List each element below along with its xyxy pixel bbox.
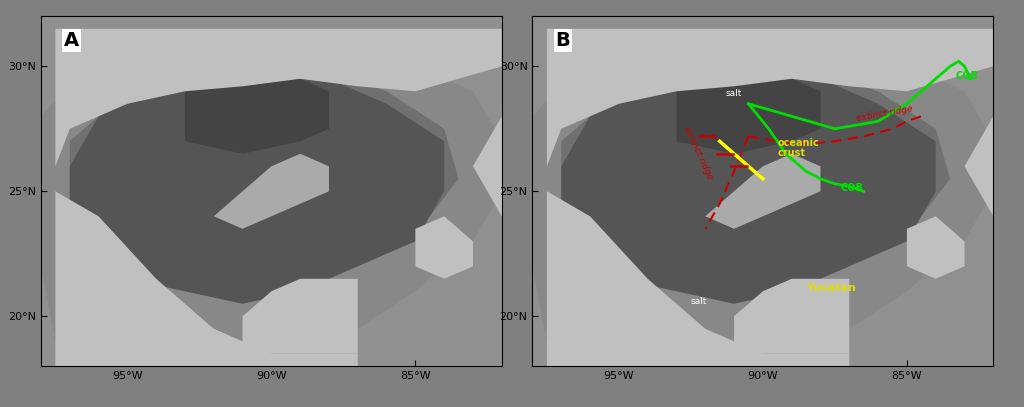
Polygon shape xyxy=(41,41,502,341)
Polygon shape xyxy=(561,66,950,291)
Text: extinct ridge: extinct ridge xyxy=(855,105,913,123)
Text: Yucatan: Yucatan xyxy=(806,283,856,293)
Polygon shape xyxy=(965,29,1022,216)
Text: salt: salt xyxy=(725,89,741,98)
Polygon shape xyxy=(473,29,530,216)
Polygon shape xyxy=(706,154,820,229)
Polygon shape xyxy=(532,41,993,341)
Text: salt: salt xyxy=(691,297,708,306)
Polygon shape xyxy=(547,191,849,366)
Text: B: B xyxy=(555,31,570,50)
Text: crust: crust xyxy=(777,148,805,158)
Text: COB: COB xyxy=(841,183,863,193)
Polygon shape xyxy=(561,71,936,304)
Polygon shape xyxy=(55,29,502,166)
Polygon shape xyxy=(70,66,459,291)
Text: extinct ridge: extinct ridge xyxy=(682,125,715,181)
Text: COB: COB xyxy=(955,71,979,81)
Polygon shape xyxy=(185,79,329,154)
Polygon shape xyxy=(734,279,849,354)
Text: oceanic: oceanic xyxy=(777,138,819,148)
Polygon shape xyxy=(55,191,357,366)
Polygon shape xyxy=(214,154,329,229)
Polygon shape xyxy=(70,71,444,304)
Polygon shape xyxy=(547,29,993,166)
Polygon shape xyxy=(907,216,965,279)
Polygon shape xyxy=(243,279,357,354)
Polygon shape xyxy=(416,216,473,279)
Text: A: A xyxy=(63,31,79,50)
Polygon shape xyxy=(677,79,820,154)
